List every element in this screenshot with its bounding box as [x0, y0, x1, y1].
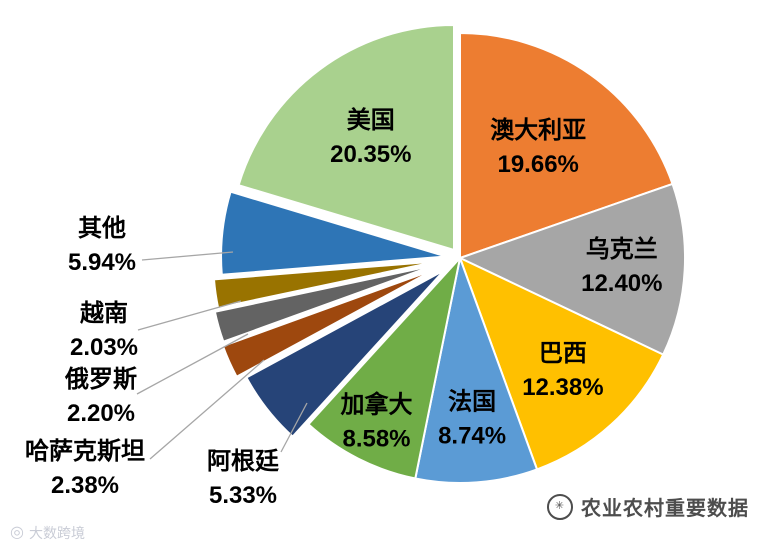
slice-label-name-vietnam: 越南: [80, 300, 128, 327]
slice-label-percent-kazakhstan: 2.38%: [51, 472, 119, 499]
pie-slice-canada: [307, 257, 461, 480]
slice-label-percent-argentina: 5.33%: [209, 482, 277, 509]
slice-label-percent-canada: 8.58%: [342, 426, 410, 453]
pie-slice-kazakhstan: [221, 268, 436, 378]
slice-label-percent-others: 5.94%: [68, 249, 136, 276]
pie-slice-argentina: [245, 269, 446, 438]
slice-label-percent-brazil: 12.38%: [522, 374, 603, 401]
slice-label-name-france: 法国: [448, 389, 496, 416]
watermark-right-text: 农业农村重要数据: [581, 498, 749, 520]
slice-label-percent-usa: 20.35%: [330, 141, 411, 168]
slice-label-name-argentina: 阿根廷: [207, 447, 280, 475]
leader-line-others: [141, 251, 234, 261]
slice-label-percent-vietnam: 2.03%: [70, 334, 138, 361]
pie-slice-russia: [213, 264, 436, 343]
slice-label-percent-australia: 19.66%: [497, 151, 578, 178]
pie-slice-france: [414, 257, 538, 484]
slice-label-name-canada: 加拿大: [341, 391, 413, 419]
leader-line-argentina: [280, 402, 308, 453]
slice-label-percent-russia: 2.20%: [67, 400, 135, 427]
slice-label-name-kazakhstan: 哈萨克斯坦: [25, 438, 145, 465]
slice-label-name-australia: 澳大利亚: [490, 117, 586, 144]
leader-line-russia: [136, 333, 249, 395]
slice-label-name-brazil: 巴西: [539, 340, 587, 367]
emblem-icon: ✳: [547, 493, 573, 520]
slice-label-percent-ukraine: 12.40%: [581, 270, 662, 297]
pie-slice-ukraine: [459, 182, 686, 356]
slice-label-name-others: 其他: [78, 215, 126, 242]
pie-slice-usa: [237, 24, 455, 251]
leader-line-kazakhstan: [149, 359, 265, 460]
slice-label-name-russia: 俄罗斯: [64, 366, 137, 393]
pie-slice-brazil: [459, 257, 665, 471]
watermark-left-text: 大数跨境: [28, 525, 85, 541]
slice-label-percent-france: 8.74%: [438, 423, 506, 450]
watermark-brand-left: ◎ 大数跨境: [10, 523, 85, 543]
pie-slice-others: [220, 190, 448, 276]
stamp-icon: ◎: [10, 524, 24, 541]
slice-label-name-usa: 美国: [347, 106, 395, 134]
watermark-brand-right: ✳ 农业农村重要数据: [547, 492, 749, 521]
slice-label-name-ukraine: 乌克兰: [586, 235, 658, 263]
leader-line-vietnam: [137, 300, 242, 331]
